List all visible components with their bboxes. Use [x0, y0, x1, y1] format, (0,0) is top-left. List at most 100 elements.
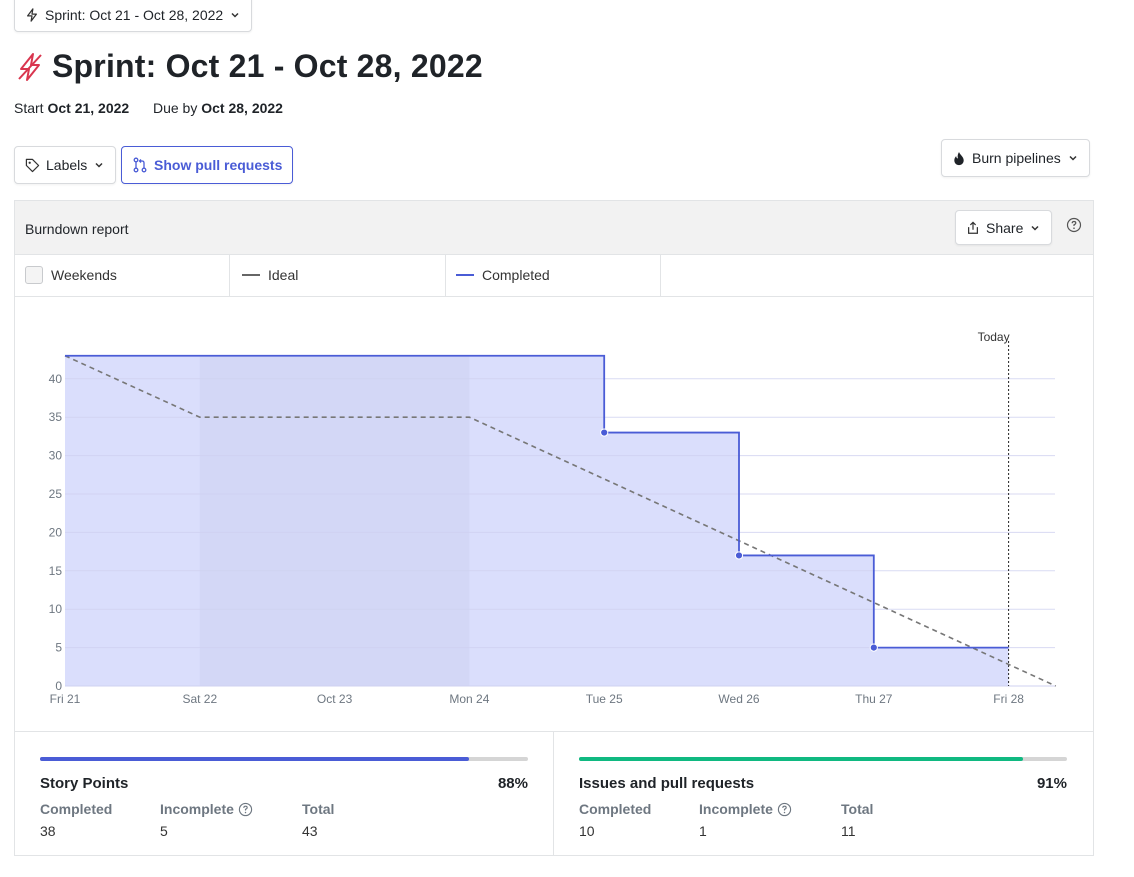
show-pull-requests-button[interactable]: Show pull requests [121, 146, 294, 184]
sprint-dates: Start Oct 21, 2022 Due by Oct 28, 2022 [14, 100, 283, 116]
burndown-chart: 0 5 10 15 20 25 30 35 40 Fri 21 Sat 22 Oct 23 Mon 24… [49, 330, 1057, 706]
completed-point [600, 428, 609, 437]
sprint-select-label: Sprint: Oct 21 - Oct 28, 2022 [45, 7, 224, 23]
x-tick-label: Mon 24 [449, 692, 489, 706]
story-points-total: Total 43 [302, 801, 334, 839]
title-row: Sprint: Oct 21 - Oct 28, 2022 [16, 48, 483, 85]
start-date: Oct 21, 2022 [47, 100, 130, 116]
chart-legend: Weekends Ideal Completed [15, 254, 1093, 297]
sprint-select[interactable]: Sprint: Oct 21 - Oct 28, 2022 [14, 0, 253, 32]
x-tick-label: Fri 28 [993, 692, 1024, 706]
chevron-down-icon [1069, 155, 1077, 161]
stats-divider-vertical [553, 731, 554, 855]
due-label: Due by [152, 100, 198, 116]
story-points-percent: 88% [497, 775, 528, 792]
incomplete-label-row: Incomplete [699, 801, 792, 817]
completed-series-line [65, 354, 1009, 649]
y-tick-label: 30 [49, 449, 63, 463]
incomplete-label: Incomplete [699, 801, 773, 817]
chevron-down-icon [95, 162, 103, 168]
stats-divider [15, 731, 1093, 732]
issues-completed: Completed 10 [579, 801, 651, 839]
burn-pipelines-label: Burn pipelines [972, 150, 1061, 166]
weekends-checkbox[interactable] [25, 266, 43, 284]
report-header: Burndown report Share [15, 201, 1093, 255]
tag-icon [25, 158, 40, 172]
legend-ideal[interactable]: Ideal [230, 254, 446, 296]
burndown-report: Burndown report Share Weekends Ideal Com… [14, 200, 1094, 856]
share-button[interactable]: Share [955, 210, 1053, 245]
show-pull-requests-label: Show pull requests [154, 157, 283, 173]
chevron-down-icon [1031, 225, 1039, 231]
labels-button-label: Labels [46, 157, 88, 173]
y-tick-label: 10 [49, 602, 63, 616]
total-value: 11 [841, 823, 856, 839]
y-tick-label: 15 [49, 564, 63, 578]
start-label: Start [14, 100, 44, 116]
issues-progress [579, 757, 1067, 761]
completed-swatch [456, 274, 474, 276]
legend-completed[interactable]: Completed [446, 254, 661, 296]
help-icon[interactable] [1066, 217, 1082, 233]
incomplete-label-row: Incomplete [160, 801, 253, 817]
completed-value: 10 [579, 823, 595, 839]
total-label: Total [841, 801, 874, 817]
story-points-title: Story Points [40, 775, 129, 792]
burn-pipelines-button[interactable]: Burn pipelines [941, 139, 1090, 177]
total-label: Total [302, 801, 335, 817]
x-tick-label: Fri 21 [50, 692, 81, 706]
y-tick-label: 40 [49, 372, 63, 386]
completed-label: Completed [40, 801, 113, 817]
completed-label: Completed [579, 801, 652, 817]
ideal-swatch [242, 274, 260, 276]
lightning-icon [27, 8, 37, 22]
story-points-panel: Story Points 88% Completed 38 Incomplete… [40, 731, 528, 855]
completed-point [734, 551, 744, 560]
issues-panel: Issues and pull requests 91% Completed 1… [579, 731, 1067, 855]
legend-ideal-label: Ideal [268, 267, 299, 283]
story-points-progress [40, 757, 528, 761]
pull-request-icon [133, 157, 147, 173]
weekend-band [199, 355, 470, 686]
y-tick-label: 5 [55, 641, 62, 655]
x-tick-label: Tue 25 [586, 692, 623, 706]
page-title: Sprint: Oct 21 - Oct 28, 2022 [52, 48, 483, 84]
legend-completed-label: Completed [482, 267, 550, 283]
x-tick-label: Oct 23 [317, 692, 353, 706]
x-tick-label: Thu 27 [855, 692, 893, 706]
incomplete-label: Incomplete [160, 801, 234, 817]
y-tick-label: 20 [49, 525, 63, 539]
total-value: 43 [302, 823, 318, 839]
story-points-completed: Completed 38 [40, 801, 112, 839]
issues-incomplete: Incomplete 1 [699, 801, 792, 839]
incomplete-value: 1 [699, 823, 707, 839]
issues-percent: 91% [1036, 775, 1067, 792]
legend-weekends[interactable]: Weekends [15, 254, 230, 296]
chevron-down-icon [231, 12, 239, 18]
due-date: Oct 28, 2022 [201, 100, 283, 116]
y-tick-label: 35 [49, 410, 63, 424]
share-icon [968, 220, 978, 234]
help-icon[interactable] [777, 802, 792, 817]
y-tick-label: 0 [55, 679, 62, 693]
x-tick-label: Sat 22 [182, 692, 217, 706]
issues-progress-fill [579, 757, 1024, 761]
issues-title: Issues and pull requests [579, 775, 755, 792]
ideal-series-line [64, 355, 1057, 687]
issues-total: Total 11 [841, 801, 873, 839]
story-points-progress-fill [40, 757, 470, 761]
today-label: Today [978, 330, 1010, 344]
report-title: Burndown report [25, 221, 129, 237]
share-label: Share [986, 219, 1024, 236]
fire-icon [954, 151, 964, 165]
completed-value: 38 [40, 823, 56, 839]
y-tick-label: 25 [49, 487, 63, 501]
x-tick-label: Wed 26 [718, 692, 759, 706]
labels-button[interactable]: Labels [14, 146, 117, 184]
story-points-incomplete: Incomplete 5 [160, 801, 253, 839]
incomplete-value: 5 [160, 823, 168, 839]
legend-weekends-label: Weekends [51, 267, 117, 283]
completed-point [869, 643, 878, 652]
sprint-lightning-icon [18, 52, 42, 81]
help-icon[interactable] [238, 802, 253, 817]
